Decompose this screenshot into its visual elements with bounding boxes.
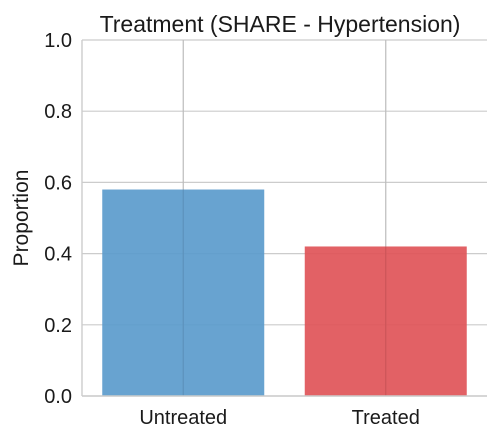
y-tick-label: 0.4: [44, 244, 72, 266]
y-tick-label: 1.0: [44, 30, 72, 52]
y-tick-label: 0.2: [44, 315, 72, 337]
bars-layer: [102, 40, 467, 396]
y-tick-label: 0.8: [44, 101, 72, 123]
x-tick-label: Treated: [352, 407, 420, 429]
chart-title: Treatment (SHARE - Hypertension): [100, 11, 461, 37]
x-tick-label: Untreated: [139, 407, 227, 429]
axes-layer: 0.0 0.2 0.4 0.6 0.8 1.0 Untreated Treated: [44, 30, 487, 429]
y-axis-label: Proportion: [10, 170, 33, 267]
bar-untreated: [102, 189, 265, 396]
y-tick-label: 0.0: [44, 386, 72, 408]
bar-treated: [304, 246, 467, 396]
y-tick-label: 0.6: [44, 172, 72, 194]
